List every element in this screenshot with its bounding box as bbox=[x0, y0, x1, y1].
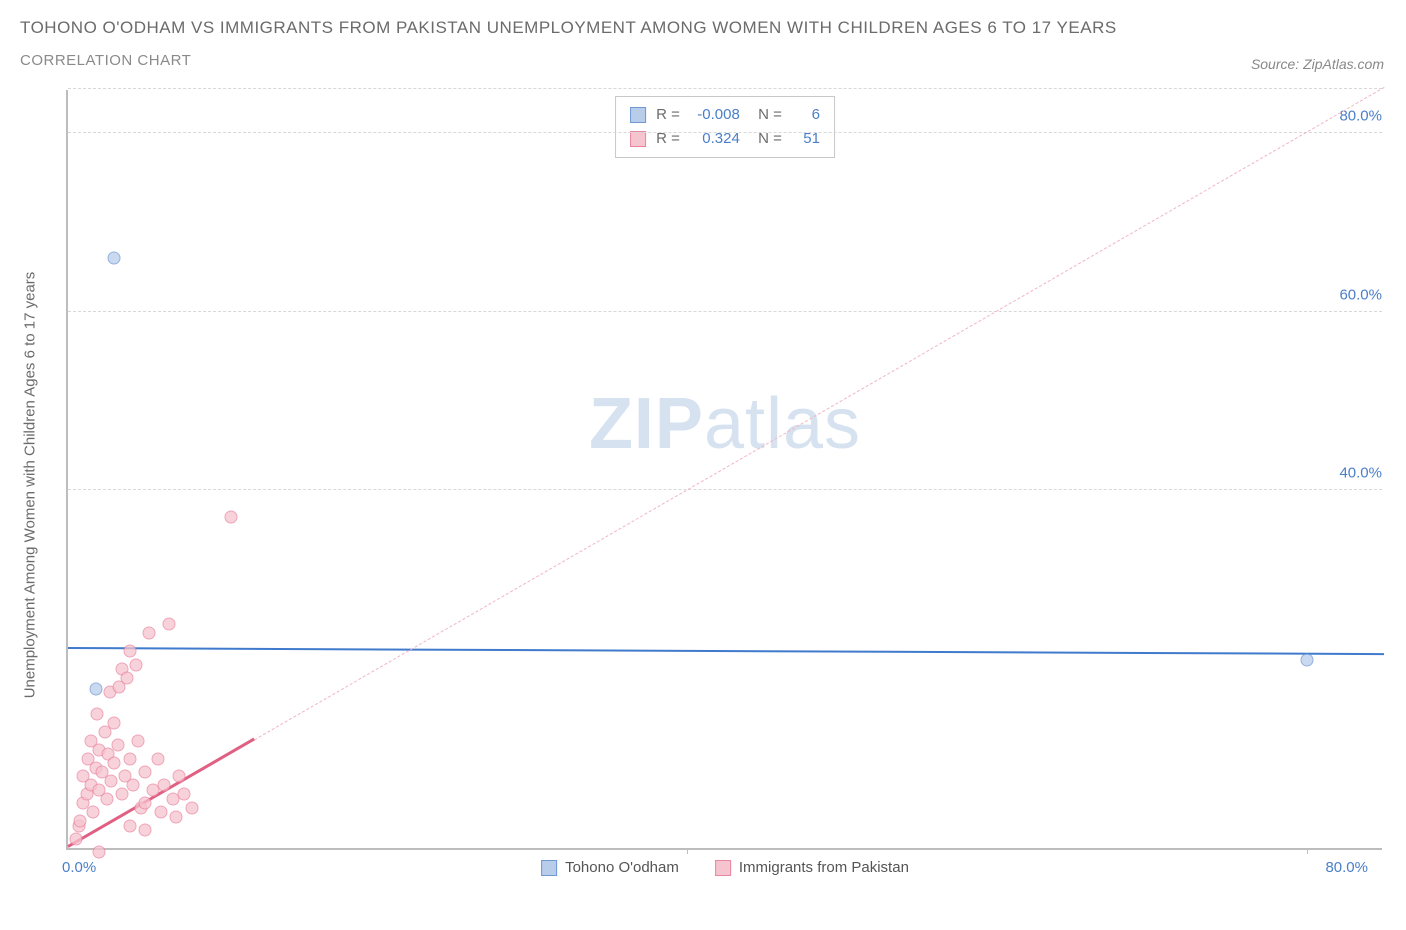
data-point bbox=[139, 766, 152, 779]
data-point bbox=[224, 511, 237, 524]
stat-n-label: N = bbox=[750, 103, 782, 127]
stats-row: R = -0.008 N = 6 bbox=[630, 103, 820, 127]
data-point bbox=[108, 757, 121, 770]
data-point bbox=[120, 672, 133, 685]
x-tick-label: 0.0% bbox=[62, 859, 96, 876]
data-point bbox=[151, 752, 164, 765]
legend-label: Tohono O'odham bbox=[565, 859, 679, 876]
data-point bbox=[127, 779, 140, 792]
x-tick-label: 80.0% bbox=[1325, 859, 1368, 876]
data-point bbox=[139, 797, 152, 810]
plot-region: ZIPatlas R = -0.008 N = 6 R = 0.324 N = 51 40… bbox=[66, 90, 1382, 850]
stats-legend: R = -0.008 N = 6 R = 0.324 N = 51 bbox=[615, 96, 835, 158]
stat-n-value: 51 bbox=[792, 127, 820, 151]
data-point bbox=[123, 819, 136, 832]
watermark: ZIPatlas bbox=[589, 383, 861, 465]
data-point bbox=[100, 792, 113, 805]
data-point bbox=[89, 682, 102, 695]
data-point bbox=[111, 739, 124, 752]
stat-r-value: -0.008 bbox=[690, 103, 740, 127]
data-point bbox=[142, 627, 155, 640]
stats-row: R = 0.324 N = 51 bbox=[630, 127, 820, 151]
stat-n-value: 6 bbox=[792, 103, 820, 127]
data-point bbox=[92, 846, 105, 859]
stat-n-label: N = bbox=[750, 127, 782, 151]
grid-line bbox=[68, 489, 1382, 490]
trend-line bbox=[68, 87, 1384, 848]
data-point bbox=[86, 806, 99, 819]
data-point bbox=[1300, 654, 1313, 667]
data-point bbox=[131, 734, 144, 747]
legend-swatch bbox=[630, 131, 646, 147]
data-point bbox=[130, 658, 143, 671]
y-tick-label: 40.0% bbox=[1337, 465, 1384, 482]
data-point bbox=[185, 801, 198, 814]
data-point bbox=[157, 779, 170, 792]
chart-area: Unemployment Among Women with Children A… bbox=[48, 90, 1388, 880]
source-citation: Source: ZipAtlas.com bbox=[1251, 56, 1384, 72]
legend-item: Tohono O'odham bbox=[541, 859, 679, 876]
data-point bbox=[170, 810, 183, 823]
data-point bbox=[91, 707, 104, 720]
data-point bbox=[173, 770, 186, 783]
legend-label: Immigrants from Pakistan bbox=[739, 859, 909, 876]
data-point bbox=[154, 806, 167, 819]
data-point bbox=[162, 618, 175, 631]
data-point bbox=[105, 774, 118, 787]
stat-r-value: 0.324 bbox=[690, 127, 740, 151]
x-tick-mark bbox=[1307, 848, 1308, 854]
data-point bbox=[69, 833, 82, 846]
data-point bbox=[123, 752, 136, 765]
data-point bbox=[123, 645, 136, 658]
y-tick-label: 60.0% bbox=[1337, 286, 1384, 303]
grid-line bbox=[68, 311, 1382, 312]
stat-r-label: R = bbox=[656, 103, 680, 127]
data-point bbox=[116, 788, 129, 801]
x-tick-mark bbox=[687, 848, 688, 854]
stat-r-label: R = bbox=[656, 127, 680, 151]
chart-subtitle: CORRELATION CHART bbox=[20, 52, 1386, 69]
data-point bbox=[139, 824, 152, 837]
data-point bbox=[74, 815, 87, 828]
chart-title: TOHONO O'ODHAM VS IMMIGRANTS FROM PAKIST… bbox=[20, 18, 1386, 38]
trend-line bbox=[68, 647, 1384, 655]
data-point bbox=[108, 251, 121, 264]
data-point bbox=[108, 716, 121, 729]
legend: Tohono O'odham Immigrants from Pakistan bbox=[541, 859, 909, 876]
legend-swatch bbox=[715, 860, 731, 876]
grid-line bbox=[68, 132, 1382, 133]
legend-item: Immigrants from Pakistan bbox=[715, 859, 909, 876]
legend-swatch bbox=[630, 107, 646, 123]
legend-swatch bbox=[541, 860, 557, 876]
data-point bbox=[178, 788, 191, 801]
y-axis-label: Unemployment Among Women with Children A… bbox=[22, 272, 39, 699]
